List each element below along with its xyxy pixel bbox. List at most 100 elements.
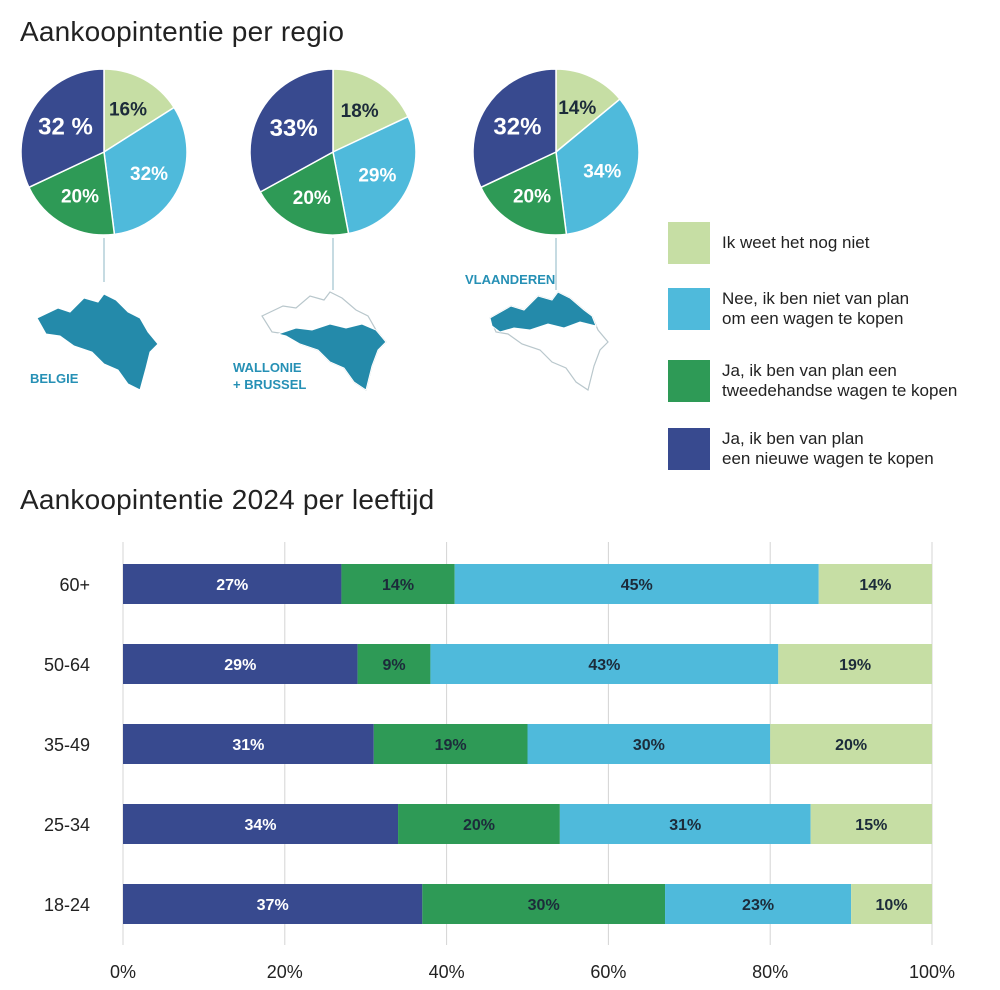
pie-1: 16% 32% 20% 32 %: [20, 68, 188, 282]
pie-slice-dont-know: [332, 68, 410, 154]
pie-slice-second-hand: [27, 150, 116, 236]
bar-data-label: 9%: [382, 657, 405, 674]
pie-label-new-car: 33%: [270, 115, 318, 142]
x-tick-label: 100%: [909, 962, 955, 982]
pie-label-new-car: 32 %: [38, 114, 93, 141]
y-category-label: 50-64: [44, 655, 90, 675]
x-tick-label: 60%: [590, 962, 626, 982]
pie-label-second-hand: 20%: [513, 187, 551, 208]
bar-data-label: 34%: [245, 817, 277, 834]
bar-data-label: 43%: [588, 657, 620, 674]
x-tick-label: 80%: [752, 962, 788, 982]
pie-slice-new-car: [472, 68, 557, 189]
pie-label-no-plan: 29%: [358, 166, 396, 187]
legend-swatch-no-plan: [668, 288, 710, 330]
bar-data-label: 30%: [528, 897, 560, 914]
bar-segment-new-car: [123, 724, 374, 764]
legend-label-second-hand: Ja, ik ben van plan een tweedehandse wag…: [722, 361, 958, 400]
pie-slice-new-car: [249, 68, 334, 194]
pie-slice-no-plan: [332, 115, 417, 235]
bar-segment-dont-know: [818, 564, 932, 604]
bar-data-label: 19%: [435, 737, 467, 754]
region-maps: [36, 291, 609, 391]
bar-segment-no-plan: [665, 884, 852, 924]
bar-data-label: 27%: [216, 577, 248, 594]
legend-swatch-second-hand: [668, 360, 710, 402]
legend-label-dont-know: Ik weet het nog niet: [722, 233, 870, 252]
map-wallonie-icon: [276, 323, 387, 391]
bar-data-label: 37%: [257, 897, 289, 914]
pie-2: 18% 29% 20% 33%: [249, 68, 417, 290]
legend-label-no-plan: Nee, ik ben niet van plan om een wagen t…: [722, 289, 910, 328]
pie-label-new-car: 32%: [493, 114, 541, 141]
pie-label-dont-know: 16%: [109, 99, 147, 120]
pie-slice-new-car: [20, 68, 105, 189]
bar-segment-second-hand: [373, 724, 528, 764]
bar-segment-second-hand: [398, 804, 560, 844]
pie-label-dont-know: 14%: [558, 98, 596, 119]
legend-item-no-plan: Nee, ik ben niet van plan om een wagen t…: [668, 288, 909, 330]
pie-label-second-hand: 20%: [293, 188, 331, 209]
y-category-label: 18-24: [44, 895, 90, 915]
y-category-label: 35-49: [44, 735, 90, 755]
x-tick-label: 40%: [429, 962, 465, 982]
legend-swatch-new-car: [668, 428, 710, 470]
pie-slice-dont-know: [555, 68, 622, 154]
legend-item-second-hand: Ja, ik ben van plan een tweedehandse wag…: [668, 360, 957, 402]
legend-item-new-car: Ja, ik ben van plan een nieuwe wagen te …: [668, 428, 934, 470]
bar-data-label: 45%: [621, 577, 653, 594]
bar-chart-title: Aankoopintentie 2024 per leeftijd: [20, 484, 435, 515]
bar-data-label: 19%: [839, 657, 871, 674]
pie-slice-no-plan: [555, 98, 640, 236]
y-category-label: 60+: [59, 575, 90, 595]
bar-segment-no-plan: [454, 564, 819, 604]
bar-segment-second-hand: [357, 644, 431, 684]
pie-label-dont-know: 18%: [341, 101, 379, 122]
bar-row: 50-64 29% 9% 43% 19%: [44, 644, 932, 684]
bar-segment-no-plan: [527, 724, 771, 764]
bar-data-label: 23%: [742, 897, 774, 914]
region-labels: BELGIE WALLONIE + BRUSSEL VLAANDEREN: [30, 272, 555, 392]
legend-item-dont-know: Ik weet het nog niet: [668, 222, 869, 264]
bar-data-label: 30%: [633, 737, 665, 754]
bar-data-label: 20%: [463, 817, 495, 834]
bar-row: 25-34 34% 20% 31% 15%: [44, 804, 932, 844]
pie-section-title: Aankoopintentie per regio: [20, 16, 345, 47]
bar-segment-dont-know: [778, 644, 932, 684]
region-label: VLAANDEREN: [465, 272, 555, 287]
map-vlaanderen-icon: [489, 291, 597, 333]
bar-row: 18-24 37% 30% 23% 10%: [44, 884, 932, 924]
region-label: WALLONIE + BRUSSEL: [233, 360, 306, 392]
bar-segment-dont-know: [770, 724, 932, 764]
bar-segment-second-hand: [341, 564, 455, 604]
legend-swatch-dont-know: [668, 222, 710, 264]
pie-label-no-plan: 32%: [130, 164, 168, 185]
bar-data-label: 15%: [855, 817, 887, 834]
bar-row: 60+ 27% 14% 45% 14%: [59, 564, 932, 604]
pie-label-no-plan: 34%: [583, 161, 621, 182]
pie-charts: 16% 32% 20% 32 % 18% 29% 20% 33% 14% 34% 20% 32%: [20, 68, 640, 290]
stacked-bar-chart: 0% 20% 40% 60% 80% 100% 60+ 27% 14% 45% 14% 50-64 29…: [44, 542, 955, 982]
bar-data-label: 14%: [382, 577, 414, 594]
bar-segment-new-car: [123, 884, 423, 924]
bar-data-label: 31%: [669, 817, 701, 834]
bar-segment-dont-know: [851, 884, 932, 924]
bar-segment-new-car: [123, 564, 342, 604]
map-belgie-icon: [36, 293, 159, 391]
legend-label-new-car: Ja, ik ben van plan een nieuwe wagen te …: [722, 429, 934, 468]
bar-data-label: 29%: [224, 657, 256, 674]
x-tick-label: 0%: [110, 962, 136, 982]
bar-data-label: 31%: [232, 737, 264, 754]
pie-slice-no-plan: [103, 106, 188, 236]
bar-row: 35-49 31% 19% 30% 20%: [44, 724, 932, 764]
bar-segment-new-car: [123, 644, 358, 684]
y-category-label: 25-34: [44, 815, 90, 835]
pie-slice-second-hand: [479, 150, 568, 236]
bar-segment-no-plan: [559, 804, 811, 844]
bar-data-label: 10%: [876, 897, 908, 914]
pie-label-second-hand: 20%: [61, 187, 99, 208]
x-tick-label: 20%: [267, 962, 303, 982]
pie-slice-dont-know: [103, 68, 176, 154]
bar-data-label: 20%: [835, 737, 867, 754]
